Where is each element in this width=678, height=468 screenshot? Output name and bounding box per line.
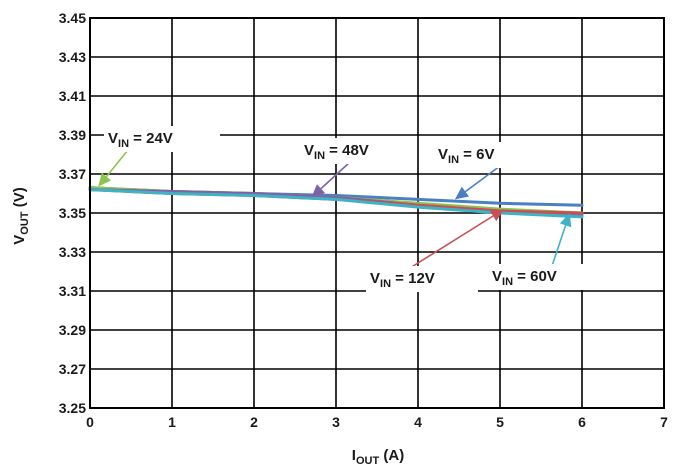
x-tick-label: 6 bbox=[578, 414, 586, 430]
annotation-arrow-line bbox=[320, 161, 351, 190]
x-axis-label: IOUT (A) bbox=[352, 447, 404, 467]
annotation-label: VIN = 48V bbox=[304, 142, 369, 162]
y-tick-labels: 3.25 3.27 3.29 3.31 3.33 3.35 3.37 3.39 3.41 3.43… bbox=[59, 10, 86, 416]
y-tick-label: 3.27 bbox=[59, 361, 86, 377]
y-tick-label: 3.39 bbox=[59, 127, 86, 143]
y-tick-label: 3.29 bbox=[59, 322, 86, 338]
annotation-label: VIN = 60V bbox=[492, 268, 557, 288]
annotation-label-background bbox=[300, 138, 412, 164]
y-tick-label: 3.43 bbox=[59, 49, 86, 65]
annotation-arrow-head bbox=[454, 186, 469, 200]
annotation-labels: VIN = 24V VIN = 48V VIN = 6V VIN = 12V VIN =… bbox=[104, 126, 594, 292]
x-tick-label: 4 bbox=[414, 414, 422, 430]
plot-frame bbox=[89, 17, 665, 409]
annotation-label-background bbox=[434, 142, 534, 168]
annotation-arrow-line bbox=[464, 165, 501, 193]
y-tick-label: 3.41 bbox=[59, 88, 86, 104]
annotation-label-background bbox=[366, 266, 478, 292]
x-tick-labels: 0 1 2 3 4 5 6 7 bbox=[86, 414, 668, 430]
y-tick-label: 3.31 bbox=[59, 283, 86, 299]
y-tick-label: 3.25 bbox=[59, 400, 86, 416]
x-tick-label: 2 bbox=[250, 414, 258, 430]
annotation-label: VIN = 12V bbox=[370, 270, 435, 290]
annotation-arrow-line bbox=[551, 225, 567, 267]
y-tick-label: 3.33 bbox=[59, 244, 86, 260]
y-axis-label: VOUT (V) bbox=[11, 187, 31, 244]
x-tick-label: 0 bbox=[86, 414, 94, 430]
annotation-label-background bbox=[104, 126, 220, 152]
x-tick-label: 3 bbox=[332, 414, 340, 430]
annotation-arrow-head bbox=[98, 172, 112, 187]
annotation-arrow-head bbox=[489, 209, 505, 222]
annotation-arrows bbox=[98, 149, 572, 269]
x-tick-label: 7 bbox=[660, 414, 668, 430]
annotation-arrow-line bbox=[409, 215, 494, 269]
annotation-label-background bbox=[488, 264, 594, 290]
y-tick-label: 3.35 bbox=[59, 205, 86, 221]
annotation-label: VIN = 24V bbox=[108, 130, 173, 150]
y-tick-label: 3.45 bbox=[59, 10, 86, 26]
y-tick-label: 3.37 bbox=[59, 166, 86, 182]
annotation-arrow-head bbox=[311, 184, 326, 198]
annotation-arrow-line bbox=[105, 149, 129, 178]
x-tick-label: 5 bbox=[496, 414, 504, 430]
x-tick-label: 1 bbox=[168, 414, 176, 430]
annotation-label: VIN = 6V bbox=[438, 146, 494, 166]
annotation-arrow-head bbox=[559, 213, 572, 228]
plot-border bbox=[89, 17, 665, 409]
